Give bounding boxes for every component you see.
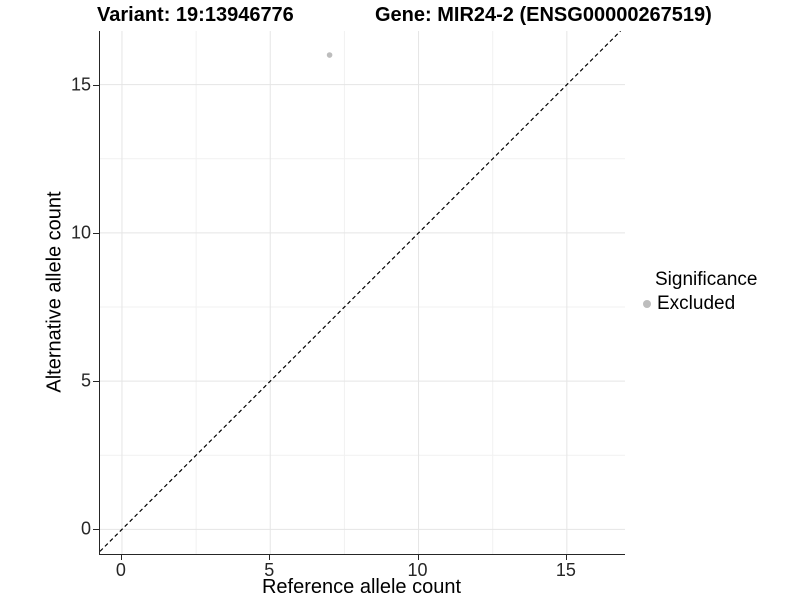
x-tick-label: 15 <box>555 560 576 580</box>
x-tick-label: 0 <box>115 560 126 580</box>
x-axis-title: Reference allele count <box>261 576 461 598</box>
legend-item-excluded: Excluded <box>640 292 757 316</box>
x-tick-mark <box>565 555 567 560</box>
x-tick-mark <box>120 555 122 560</box>
plot-area-svg <box>100 31 625 554</box>
identity-line <box>100 31 621 552</box>
y-axis-title: Alternative allele count <box>43 191 66 393</box>
x-tick-mark <box>269 555 271 560</box>
legend: Significance Excluded <box>640 268 757 316</box>
legend-title: Significance <box>655 269 758 290</box>
plot-panel <box>99 31 625 555</box>
data-point <box>326 52 333 58</box>
plot-title-variant: Variant: 19:13946776 <box>97 4 294 26</box>
y-tick-mark <box>93 232 99 234</box>
y-tick-mark <box>93 84 99 86</box>
y-tick-label: 5 <box>80 370 91 391</box>
y-tick-label: 15 <box>70 74 91 95</box>
y-tick-label: 0 <box>80 518 91 539</box>
plot-title-gene: Gene: MIR24-2 (ENSG00000267519) <box>375 4 712 26</box>
legend-item-label: Excluded <box>657 293 736 314</box>
y-tick-label: 10 <box>70 222 91 243</box>
x-tick-label: 10 <box>407 560 428 580</box>
x-tick-mark <box>417 555 419 560</box>
x-tick-label: 5 <box>264 560 275 580</box>
y-tick-mark <box>93 381 99 383</box>
legend-point-icon <box>643 300 651 308</box>
y-tick-mark <box>93 529 99 531</box>
